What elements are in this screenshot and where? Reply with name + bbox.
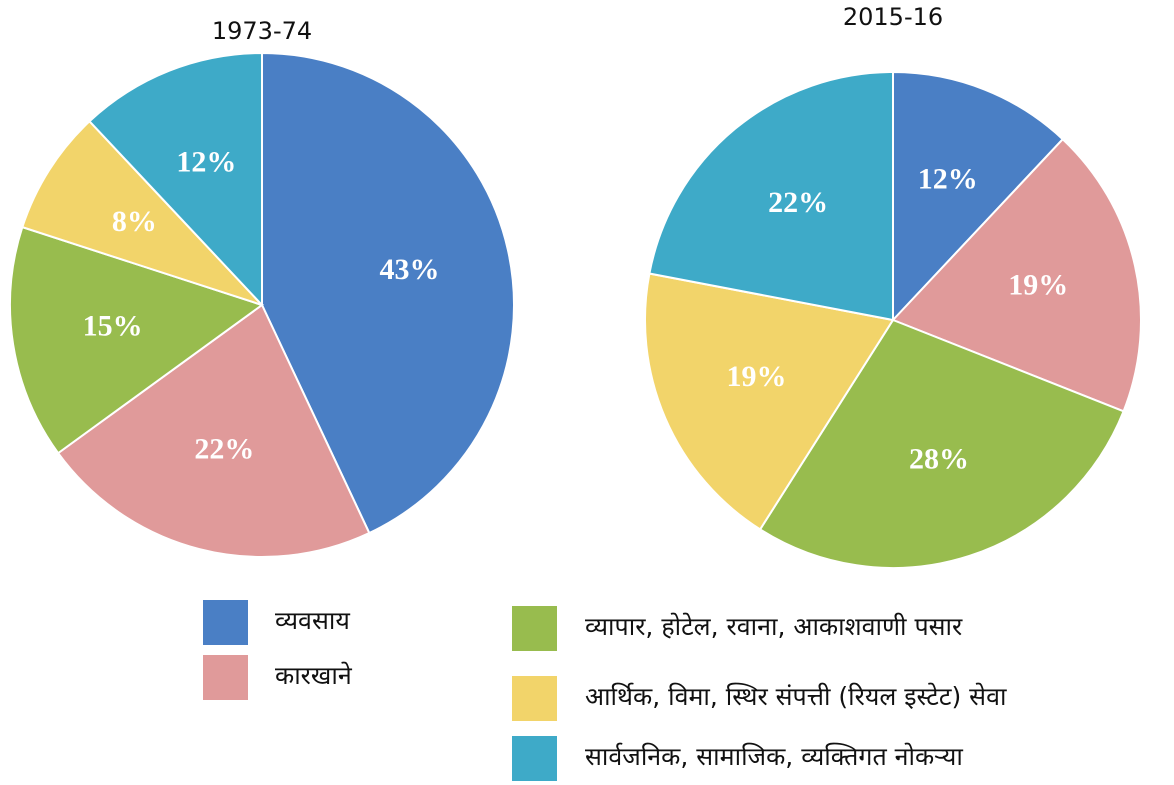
legend-swatch xyxy=(512,676,557,721)
pie-slice xyxy=(9,225,265,455)
legend-swatch xyxy=(203,655,248,700)
value-label: 28% xyxy=(909,442,969,475)
pie-slice xyxy=(261,51,515,535)
chart-title: 2015-16 xyxy=(843,3,943,31)
value-label: 22% xyxy=(194,432,254,465)
legend-label: आर्थिक, विमा, स्थिर संपत्ती (रियल इस्टेट… xyxy=(585,682,1007,711)
pie-slice xyxy=(892,70,1065,323)
legend-swatch xyxy=(512,736,557,781)
legend-label: कारखाने xyxy=(275,661,353,690)
value-label: 12% xyxy=(918,163,978,196)
chart-title: 1973-74 xyxy=(212,17,312,45)
value-label: 22% xyxy=(768,186,828,219)
legend-label: व्यापार, होटेल, रवाना, आकाशवाणी पसार xyxy=(585,612,963,641)
value-label: 19% xyxy=(1008,268,1068,301)
value-label: 15% xyxy=(83,310,143,343)
legend-label: सार्वजनिक, सामाजिक, व्यक्तिगत नोकऱ्या xyxy=(585,742,963,771)
value-label: 19% xyxy=(726,360,786,393)
value-label: 12% xyxy=(176,145,236,178)
legend-swatch xyxy=(512,606,557,651)
legend-label: व्यवसाय xyxy=(275,606,350,635)
pie-slice xyxy=(56,303,371,558)
value-label: 43% xyxy=(380,253,440,286)
pie-slice xyxy=(758,318,1125,569)
legend-swatch xyxy=(203,600,248,645)
pie-slice xyxy=(891,137,1142,413)
pie-slice xyxy=(644,272,895,531)
pie-slice xyxy=(21,119,263,306)
pie-slice xyxy=(88,51,263,308)
pie-slice xyxy=(648,70,894,322)
value-label: 8% xyxy=(112,205,157,238)
